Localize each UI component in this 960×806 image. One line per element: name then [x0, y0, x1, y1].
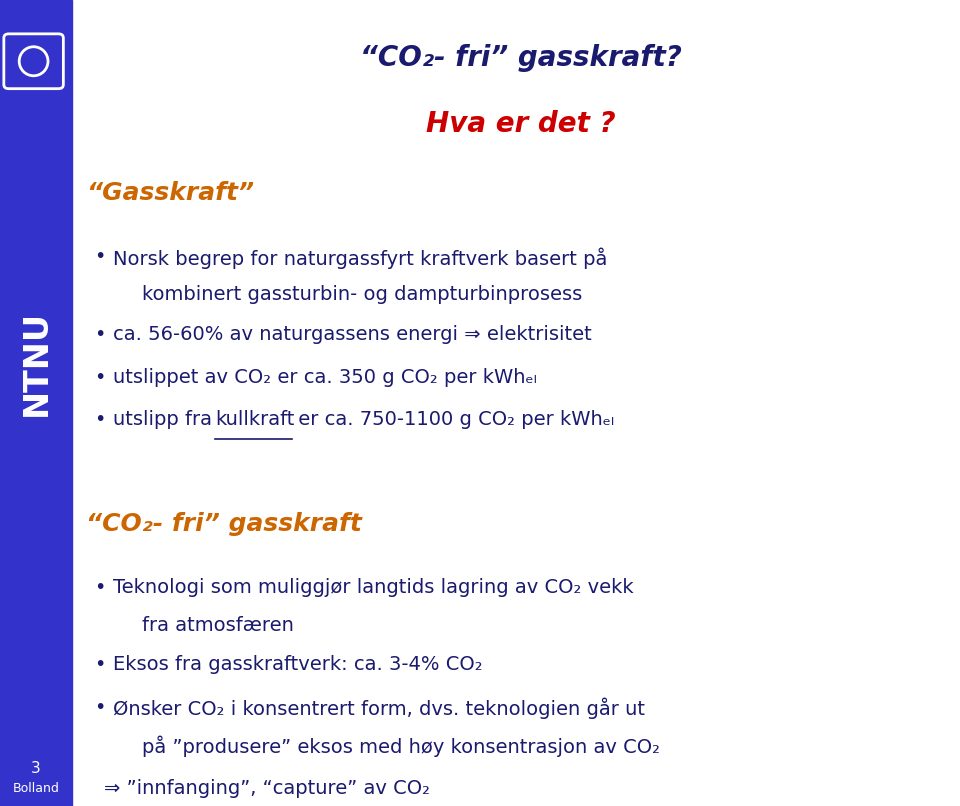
Text: utslippet av CO₂ er ca. 350 g CO₂ per kWhₑₗ: utslippet av CO₂ er ca. 350 g CO₂ per kW…: [113, 368, 538, 387]
Text: Teknologi som muliggjør langtids lagring av CO₂ vekk: Teknologi som muliggjør langtids lagring…: [113, 578, 634, 597]
Text: •: •: [94, 325, 106, 344]
Text: Eksos fra gasskraftverk: ca. 3-4% CO₂: Eksos fra gasskraftverk: ca. 3-4% CO₂: [113, 655, 483, 675]
Text: Norsk begrep for naturgassfyrt kraftverk basert på: Norsk begrep for naturgassfyrt kraftverk…: [113, 247, 608, 269]
Text: “CO₂- fri” gasskraft: “CO₂- fri” gasskraft: [86, 512, 362, 536]
Text: “CO₂- fri” gasskraft?: “CO₂- fri” gasskraft?: [360, 44, 682, 73]
Text: fra atmosfæren: fra atmosfæren: [142, 616, 294, 635]
Text: kombinert gassturbin- og dampturbinprosess: kombinert gassturbin- og dampturbinprose…: [142, 285, 583, 305]
Text: kullkraft: kullkraft: [215, 410, 295, 430]
Bar: [0, 0, 72, 806]
Ellipse shape: [19, 47, 48, 76]
Text: 3: 3: [31, 761, 41, 775]
FancyBboxPatch shape: [4, 34, 63, 89]
Text: er ca. 750-1100 g CO₂ per kWhₑₗ: er ca. 750-1100 g CO₂ per kWhₑₗ: [292, 410, 613, 430]
Text: •: •: [94, 247, 106, 267]
Text: •: •: [94, 410, 106, 430]
Text: Hva er det ?: Hva er det ?: [426, 110, 615, 139]
Text: •: •: [94, 368, 106, 387]
Text: •: •: [94, 698, 106, 717]
Text: •: •: [94, 655, 106, 675]
Text: ⇒ ”innfanging”, “capture” av CO₂: ⇒ ”innfanging”, “capture” av CO₂: [104, 779, 430, 798]
Text: på ”produsere” eksos med høy konsentrasjon av CO₂: på ”produsere” eksos med høy konsentrasj…: [142, 736, 660, 758]
Text: Ønsker CO₂ i konsentrert form, dvs. teknologien går ut: Ønsker CO₂ i konsentrert form, dvs. tekn…: [113, 698, 645, 720]
Text: utslipp fra: utslipp fra: [113, 410, 219, 430]
Text: “Gasskraft”: “Gasskraft”: [86, 181, 254, 206]
Text: ca. 56-60% av naturgassens energi ⇒ elektrisitet: ca. 56-60% av naturgassens energi ⇒ elek…: [113, 325, 592, 344]
Text: Bolland: Bolland: [12, 782, 60, 795]
Text: •: •: [94, 578, 106, 597]
Text: NTNU: NTNU: [19, 310, 53, 416]
